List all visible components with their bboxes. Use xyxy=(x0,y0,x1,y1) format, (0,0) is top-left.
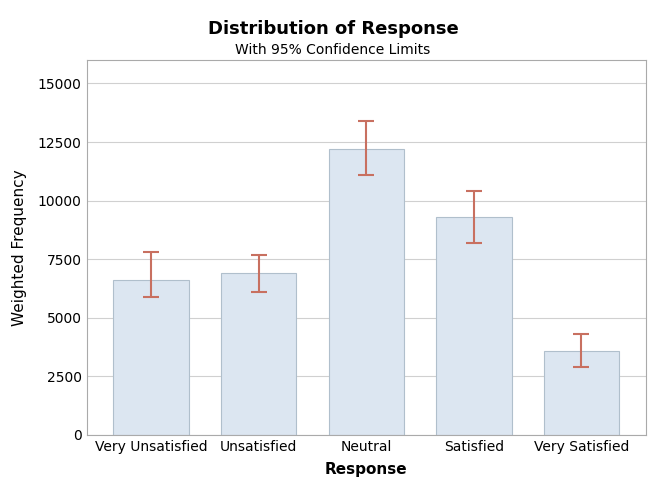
X-axis label: Response: Response xyxy=(325,462,408,477)
Y-axis label: Weighted Frequency: Weighted Frequency xyxy=(12,169,27,326)
Bar xyxy=(113,280,188,435)
Text: With 95% Confidence Limits: With 95% Confidence Limits xyxy=(235,42,431,56)
Bar xyxy=(221,274,296,435)
Text: Distribution of Response: Distribution of Response xyxy=(208,20,458,38)
Bar xyxy=(436,217,511,435)
Bar xyxy=(544,350,619,435)
Bar xyxy=(328,149,404,435)
